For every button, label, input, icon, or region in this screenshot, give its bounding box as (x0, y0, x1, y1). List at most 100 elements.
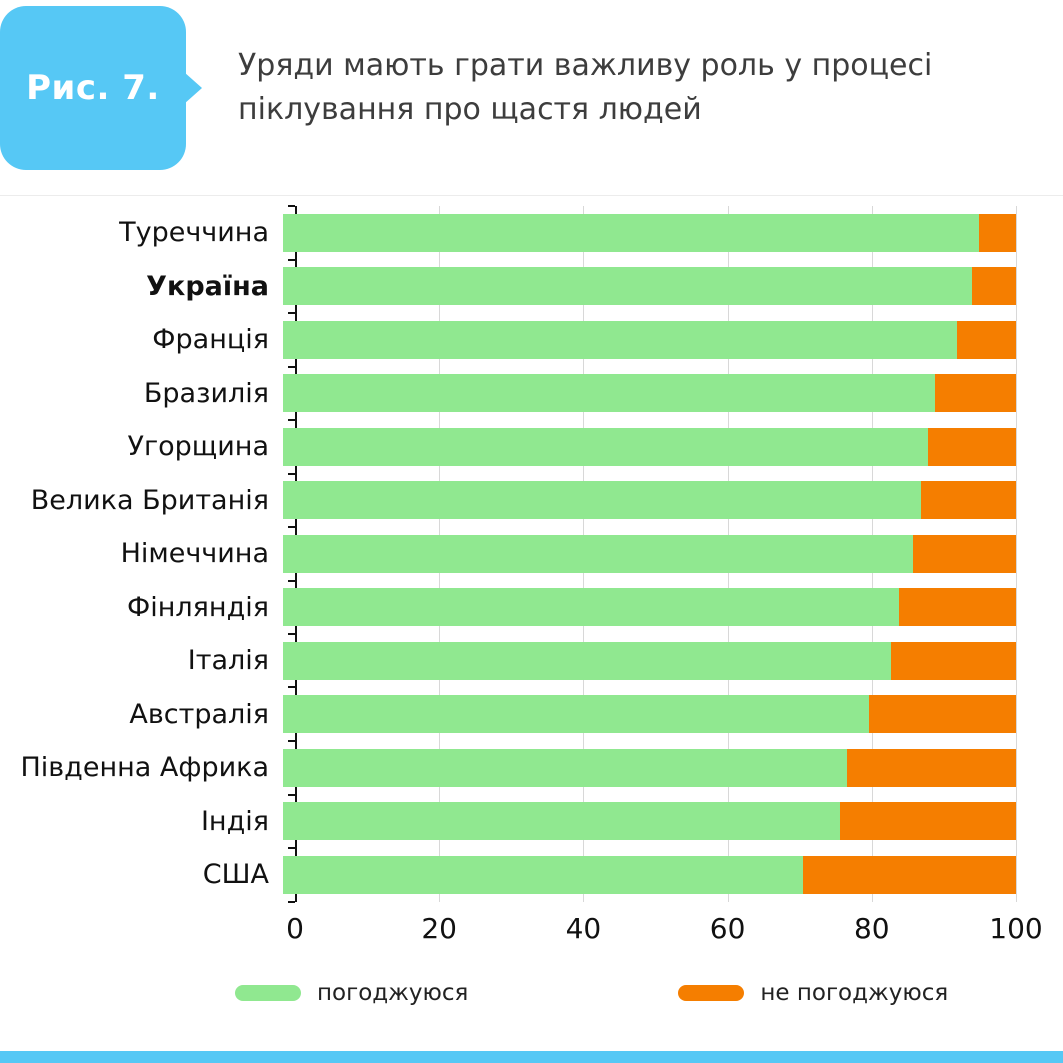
bar-track (283, 641, 1016, 680)
legend-label: не погоджуюся (760, 979, 949, 1006)
category-label: Туреччина (119, 217, 269, 249)
bar-segment-agree (283, 588, 899, 627)
bar-track (283, 481, 1016, 520)
gridline (1016, 206, 1017, 902)
bar-track (283, 213, 1016, 252)
bar-segment-agree (283, 855, 804, 894)
chart-area: Туреччина Україна Франція Бразилія Угорщина В… (0, 196, 1063, 1051)
figure-badge-arrow (184, 72, 202, 104)
category-label: Австралія (129, 698, 269, 730)
category-label: США (202, 859, 269, 891)
bar-row: Україна (0, 260, 1063, 314)
bar-row: Фінляндія (0, 581, 1063, 635)
bar-row: Німеччина (0, 527, 1063, 581)
bar-segment-agree (283, 267, 973, 306)
y-axis-tick (288, 312, 295, 314)
bar-segment-agree (283, 748, 848, 787)
category-label: Німеччина (120, 538, 269, 570)
bar-track (283, 802, 1016, 841)
bar-row: Індія (0, 795, 1063, 849)
bar-segment-disagree (847, 748, 1016, 787)
figure-badge-label: Рис. 7. (26, 68, 160, 108)
bar-row: Угорщина (0, 420, 1063, 474)
bar-segment-disagree (803, 855, 1016, 894)
bar-segment-disagree (957, 320, 1016, 359)
bar-segment-agree (283, 641, 892, 680)
legend-label: погоджуюся (317, 979, 469, 1006)
bottom-accent-bar (0, 1051, 1063, 1063)
y-axis-tick (288, 740, 295, 742)
bar-track (283, 855, 1016, 894)
bar-segment-disagree (972, 267, 1016, 306)
bar-segment-disagree (920, 481, 1016, 520)
bar-segment-agree (283, 213, 980, 252)
bar-track (283, 748, 1016, 787)
bar-row: Бразилія (0, 367, 1063, 421)
bar-row: Італія (0, 634, 1063, 688)
category-label: Франція (152, 324, 269, 356)
category-label: Велика Британія (30, 484, 269, 516)
bar-segment-agree (283, 534, 914, 573)
y-axis-tick (288, 205, 295, 207)
x-tick-label: 80 (853, 911, 890, 945)
x-tick-label: 100 (989, 911, 1043, 945)
y-axis-tick (288, 686, 295, 689)
bar-row: Франція (0, 313, 1063, 367)
bar-track (283, 267, 1016, 306)
bar-segment-disagree (979, 213, 1016, 252)
category-label: Індія (200, 805, 269, 837)
x-tick-label: 40 (565, 911, 602, 945)
bar-track (283, 695, 1016, 734)
y-axis-tick (288, 793, 295, 796)
bar-segment-agree (283, 802, 841, 841)
plot-area: Туреччина Україна Франція Бразилія Угорщина В… (0, 205, 1063, 903)
bar-segment-agree (283, 481, 921, 520)
bar-segment-disagree (869, 695, 1016, 734)
legend-swatch (235, 984, 301, 1001)
legend: погоджуюся не погоджуюся (0, 980, 1063, 1006)
y-axis-tick (288, 633, 295, 635)
bar-segment-agree (283, 695, 870, 734)
category-label: Україна (146, 270, 269, 302)
bar-segment-disagree (928, 427, 1016, 466)
bar-segment-disagree (840, 802, 1016, 841)
legend-item: не погоджуюся (678, 980, 948, 1006)
category-label: Бразилія (143, 377, 269, 409)
bar-segment-disagree (898, 588, 1016, 627)
y-axis-tick (288, 472, 295, 475)
category-label: Угорщина (127, 431, 269, 463)
x-axis: 0 20 40 60 80 100 (286, 902, 1043, 954)
x-tick-label: 0 (286, 911, 304, 945)
category-label: Фінляндія (127, 591, 269, 623)
x-tick-label: 20 (421, 911, 458, 945)
bar-segment-disagree (935, 374, 1016, 413)
bar-track (283, 374, 1016, 413)
bar-row: Велика Британія (0, 474, 1063, 528)
y-axis-tick (288, 526, 295, 528)
figure-badge: Рис. 7. (0, 6, 202, 170)
y-axis-tick (288, 847, 295, 849)
bar-row: Південна Африка (0, 741, 1063, 795)
legend-swatch (678, 984, 745, 1001)
x-tick-label: 60 (709, 911, 746, 945)
bar-track (283, 427, 1016, 466)
y-axis-tick (288, 900, 295, 903)
bar-row: Австралія (0, 688, 1063, 742)
bar-segment-agree (283, 320, 958, 359)
category-label: Південна Африка (20, 752, 269, 784)
bar-segment-agree (283, 427, 929, 466)
y-axis-tick (288, 258, 295, 261)
y-axis-tick (288, 579, 295, 582)
bar-segment-disagree (891, 641, 1016, 680)
figure-header: Рис. 7. Уряди мають грати важливу роль у… (0, 0, 1063, 196)
y-axis-tick (288, 419, 295, 421)
figure-title: Уряди мають грати важливу роль у процесі… (238, 48, 933, 127)
bar-segment-disagree (913, 534, 1016, 573)
bar-row: США (0, 848, 1063, 902)
bar-track (283, 534, 1016, 573)
category-label: Італія (187, 645, 269, 677)
legend-item: погоджуюся (235, 980, 468, 1006)
bar-track (283, 588, 1016, 627)
bar-track (283, 320, 1016, 359)
